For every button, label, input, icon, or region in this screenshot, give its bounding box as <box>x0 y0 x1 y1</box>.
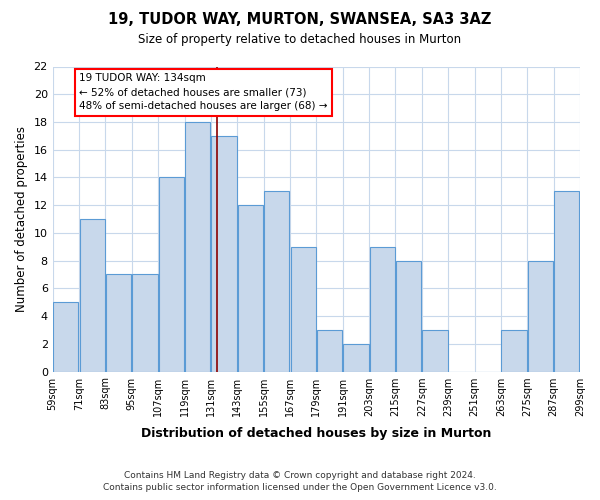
Bar <box>53 302 79 372</box>
Bar <box>370 246 395 372</box>
Bar <box>502 330 527 372</box>
Bar <box>133 274 158 372</box>
Text: Contains HM Land Registry data © Crown copyright and database right 2024.
Contai: Contains HM Land Registry data © Crown c… <box>103 471 497 492</box>
Bar <box>185 122 211 372</box>
X-axis label: Distribution of detached houses by size in Murton: Distribution of detached houses by size … <box>141 427 491 440</box>
Y-axis label: Number of detached properties: Number of detached properties <box>15 126 28 312</box>
Bar <box>528 260 553 372</box>
Text: 19 TUDOR WAY: 134sqm
← 52% of detached houses are smaller (73)
48% of semi-detac: 19 TUDOR WAY: 134sqm ← 52% of detached h… <box>79 74 328 112</box>
Bar <box>317 330 342 372</box>
Bar <box>422 330 448 372</box>
Text: 19, TUDOR WAY, MURTON, SWANSEA, SA3 3AZ: 19, TUDOR WAY, MURTON, SWANSEA, SA3 3AZ <box>109 12 491 28</box>
Bar <box>211 136 236 372</box>
Bar <box>264 192 289 372</box>
Bar <box>290 246 316 372</box>
Bar <box>106 274 131 372</box>
Bar <box>396 260 421 372</box>
Bar <box>80 219 105 372</box>
Bar <box>554 192 580 372</box>
Bar <box>343 344 368 372</box>
Text: Size of property relative to detached houses in Murton: Size of property relative to detached ho… <box>139 32 461 46</box>
Bar <box>238 205 263 372</box>
Bar <box>158 178 184 372</box>
